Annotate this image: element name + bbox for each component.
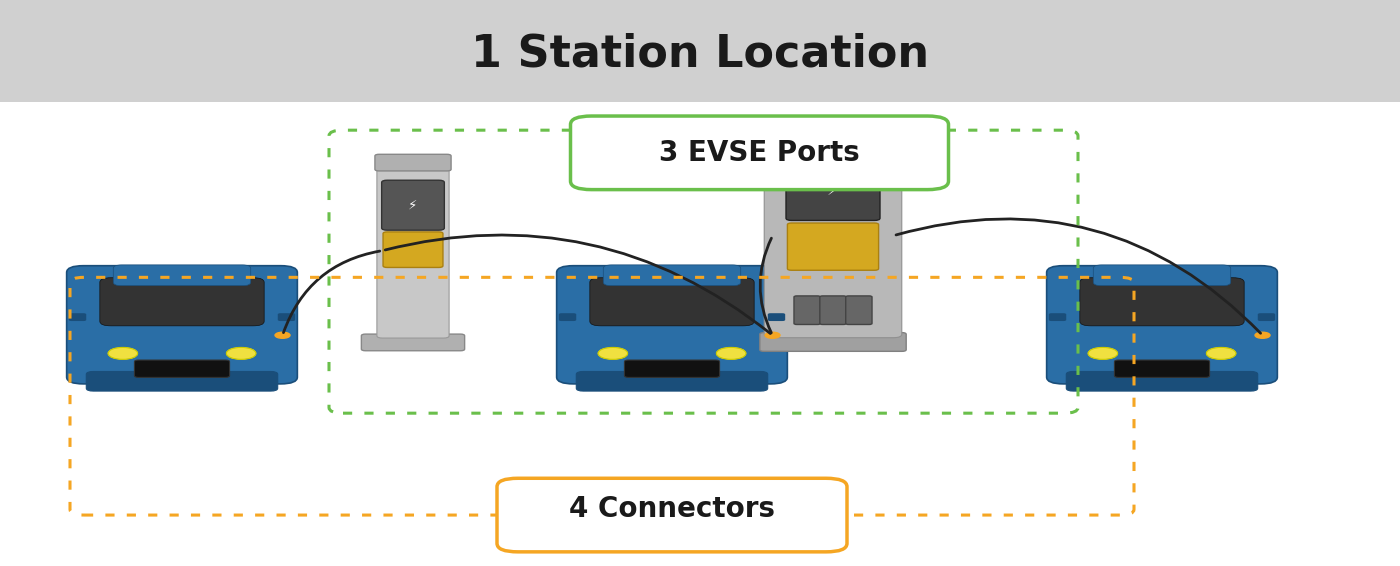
Circle shape <box>1088 348 1117 359</box>
Circle shape <box>764 332 780 338</box>
FancyBboxPatch shape <box>557 265 787 384</box>
FancyBboxPatch shape <box>794 296 820 324</box>
Circle shape <box>1207 348 1236 359</box>
FancyBboxPatch shape <box>785 159 881 220</box>
FancyBboxPatch shape <box>377 167 449 338</box>
Text: ⚡: ⚡ <box>827 181 839 199</box>
FancyBboxPatch shape <box>87 371 277 391</box>
Circle shape <box>584 371 623 387</box>
Circle shape <box>1218 374 1243 384</box>
Circle shape <box>231 371 270 387</box>
FancyBboxPatch shape <box>764 134 902 338</box>
Circle shape <box>1081 374 1106 384</box>
Circle shape <box>94 371 133 387</box>
FancyBboxPatch shape <box>1093 265 1231 286</box>
FancyBboxPatch shape <box>760 333 906 351</box>
FancyBboxPatch shape <box>67 265 297 384</box>
Text: 3 EVSE Ports: 3 EVSE Ports <box>659 139 860 167</box>
FancyBboxPatch shape <box>497 478 847 552</box>
Circle shape <box>101 374 126 384</box>
FancyBboxPatch shape <box>0 0 1400 102</box>
FancyBboxPatch shape <box>787 223 879 270</box>
FancyBboxPatch shape <box>1079 278 1245 326</box>
FancyBboxPatch shape <box>382 180 444 230</box>
FancyBboxPatch shape <box>134 360 230 378</box>
Circle shape <box>1254 332 1270 338</box>
Circle shape <box>274 332 290 338</box>
FancyBboxPatch shape <box>69 313 87 321</box>
Text: 1 Station Location: 1 Station Location <box>470 32 930 75</box>
FancyBboxPatch shape <box>277 313 295 321</box>
FancyBboxPatch shape <box>624 360 720 378</box>
FancyBboxPatch shape <box>375 155 451 171</box>
FancyBboxPatch shape <box>571 116 949 190</box>
FancyBboxPatch shape <box>781 135 885 154</box>
Text: 4 Connectors: 4 Connectors <box>568 495 776 524</box>
Circle shape <box>721 371 760 387</box>
Circle shape <box>1211 371 1250 387</box>
Circle shape <box>717 348 746 359</box>
Circle shape <box>238 374 263 384</box>
FancyBboxPatch shape <box>1114 360 1210 378</box>
FancyBboxPatch shape <box>846 296 872 324</box>
Circle shape <box>108 348 137 359</box>
Circle shape <box>591 374 616 384</box>
FancyBboxPatch shape <box>1049 313 1067 321</box>
FancyBboxPatch shape <box>1257 313 1275 321</box>
FancyBboxPatch shape <box>361 334 465 351</box>
Circle shape <box>598 348 627 359</box>
FancyBboxPatch shape <box>384 232 442 268</box>
Text: ⚡: ⚡ <box>409 199 417 212</box>
FancyBboxPatch shape <box>113 265 251 286</box>
FancyBboxPatch shape <box>577 371 767 391</box>
FancyBboxPatch shape <box>559 313 577 321</box>
FancyBboxPatch shape <box>1047 265 1277 384</box>
Circle shape <box>1074 371 1113 387</box>
FancyBboxPatch shape <box>603 265 741 286</box>
Circle shape <box>728 374 753 384</box>
FancyBboxPatch shape <box>1067 371 1257 391</box>
FancyBboxPatch shape <box>820 296 846 324</box>
FancyBboxPatch shape <box>767 313 785 321</box>
Circle shape <box>227 348 256 359</box>
FancyBboxPatch shape <box>99 278 265 326</box>
FancyBboxPatch shape <box>589 278 755 326</box>
